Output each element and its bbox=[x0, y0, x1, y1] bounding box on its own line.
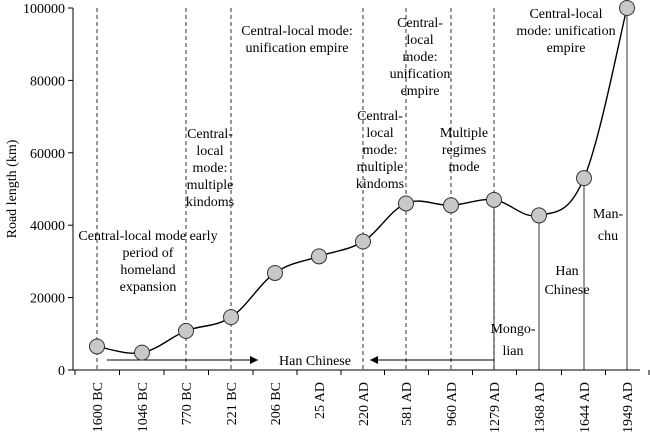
y-tick-label: 60000 bbox=[30, 147, 65, 162]
annotation-line: multiple bbox=[357, 160, 404, 175]
y-tick-label: 20000 bbox=[30, 292, 65, 307]
annotation-line: period of bbox=[123, 246, 174, 261]
x-tick-label: 25 AD bbox=[313, 382, 328, 419]
data-point bbox=[223, 309, 239, 326]
annotation-line: mode: bbox=[193, 161, 228, 176]
annotation-line: multiple bbox=[187, 178, 234, 193]
data-point bbox=[576, 170, 592, 187]
annotation-label: Central-local mode: multiple kindoms bbox=[186, 127, 234, 210]
annotation-line: empire bbox=[547, 41, 586, 56]
annotation-line: mode bbox=[448, 160, 479, 175]
x-tick-label: 1046 BC bbox=[136, 382, 151, 432]
annotation-label: Central-local mode early period of homelan… bbox=[78, 229, 217, 295]
annotation-line: Chinese bbox=[544, 283, 589, 298]
annotations-layer: Central-local mode early period of homelan… bbox=[78, 7, 623, 359]
x-tick-label: 581 AD bbox=[400, 382, 415, 426]
annotation-line: unification empire bbox=[245, 41, 348, 56]
x-tick-label: 1279 AD bbox=[488, 382, 503, 433]
annotation-line: Man- bbox=[593, 207, 624, 222]
annotation-label: Han Chinese bbox=[544, 264, 589, 298]
annotation-line: Multiple bbox=[440, 126, 488, 141]
arrow-layer: Han Chinese bbox=[107, 354, 494, 369]
annotation-line: Central- bbox=[397, 16, 443, 31]
x-tick-labels: 1600 BC 1046 BC 770 BC 221 BC 206 BC 25 AD 220… bbox=[91, 382, 636, 433]
x-tick-label: 960 AD bbox=[445, 382, 460, 426]
data-point bbox=[267, 264, 283, 281]
annotation-line: Central- bbox=[357, 109, 403, 124]
annotation-line: unification bbox=[390, 67, 451, 82]
annotation-line: chu bbox=[598, 229, 618, 244]
annotation-line: Central-local mode: bbox=[241, 24, 353, 39]
annotation-line: Mongo- bbox=[490, 322, 535, 337]
x-tick-label: 1949 AD bbox=[621, 382, 636, 433]
y-tick-label: 100000 bbox=[23, 2, 65, 17]
x-tick-label: 1600 BC bbox=[91, 382, 106, 432]
annotation-line: mode: bbox=[363, 143, 398, 158]
annotation-label: Multiple regimes mode bbox=[440, 126, 488, 175]
arrowhead-left bbox=[370, 356, 378, 364]
annotation-label: Central-local mode: unification empire bbox=[390, 16, 451, 99]
axes-layer bbox=[68, 7, 650, 375]
data-point bbox=[178, 322, 194, 339]
y-tick-label: 80000 bbox=[30, 74, 65, 89]
annotation-line: Central-local bbox=[529, 7, 602, 22]
data-point bbox=[531, 207, 547, 224]
annotation-line: empire bbox=[401, 84, 440, 99]
annotation-line: local bbox=[196, 144, 223, 159]
annotation-label: Mongo-lian bbox=[490, 322, 535, 359]
annotation-line: lian bbox=[503, 344, 524, 359]
annotation-line: kindoms bbox=[186, 195, 234, 210]
annotation-line: mode: bbox=[403, 50, 438, 65]
data-point bbox=[311, 248, 327, 265]
annotation-line: local bbox=[406, 33, 433, 48]
annotation-label: Man-chu bbox=[593, 207, 624, 244]
annotation-label: Central-local mode: multiple kindoms bbox=[356, 109, 404, 192]
x-tick-label: 221 BC bbox=[225, 382, 240, 425]
annotation-line: Han bbox=[555, 264, 578, 279]
annotation-line: mode: unification bbox=[516, 24, 615, 39]
data-point bbox=[443, 197, 459, 214]
annotation-line: regimes bbox=[442, 143, 486, 158]
annotation-line: Central- bbox=[187, 127, 233, 142]
y-tick-labels: 0 20000 40000 60000 80000 100000 bbox=[23, 2, 65, 379]
series-layer bbox=[89, 0, 635, 361]
data-point bbox=[89, 338, 105, 355]
x-tick-label: 770 BC bbox=[180, 382, 195, 425]
annotation-line: homeland bbox=[120, 263, 175, 278]
data-point bbox=[486, 191, 502, 208]
y-tick-label: 40000 bbox=[30, 219, 65, 234]
data-point bbox=[134, 344, 150, 361]
annotation-label: Central-local mode: unification empire bbox=[516, 7, 615, 56]
arrow-label: Han Chinese bbox=[279, 354, 351, 369]
annotation-label: Central-local mode: unification empire bbox=[241, 24, 353, 56]
data-point bbox=[398, 195, 414, 212]
annotation-line: Central-local mode early bbox=[78, 229, 217, 244]
x-tick-label: 206 BC bbox=[269, 382, 284, 425]
x-tick-label: 1368 AD bbox=[533, 382, 548, 433]
annotation-line: local bbox=[366, 126, 393, 141]
annotation-line: kindoms bbox=[356, 177, 404, 192]
arrowhead-right bbox=[250, 356, 258, 364]
annotation-line: expansion bbox=[120, 280, 177, 295]
x-tick-label: 220 AD bbox=[357, 382, 372, 426]
data-point bbox=[355, 233, 371, 250]
y-axis-title: Road length (km) bbox=[5, 139, 20, 238]
y-tick-label: 0 bbox=[58, 364, 65, 379]
x-tick-label: 1644 AD bbox=[578, 382, 593, 433]
data-point bbox=[619, 0, 635, 16]
